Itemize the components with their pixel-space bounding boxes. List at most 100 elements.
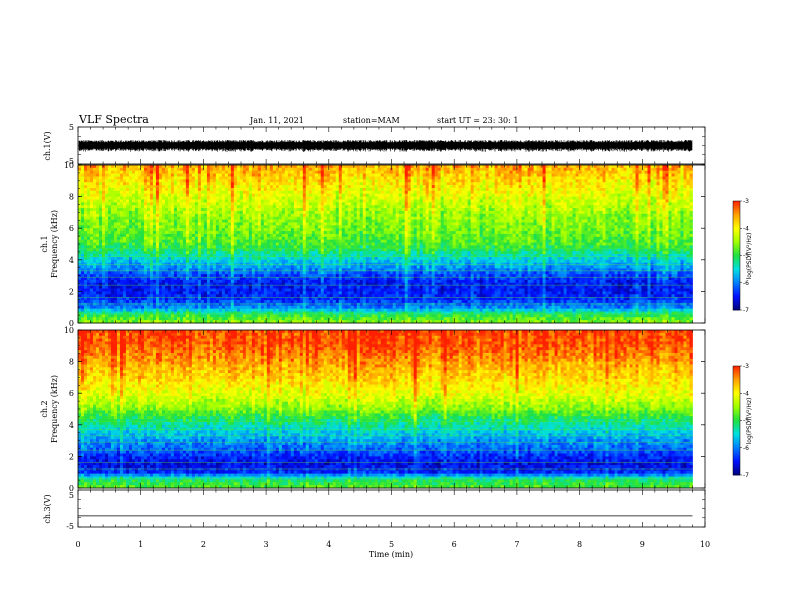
spectrogram-cell <box>456 171 459 174</box>
spectrogram-cell <box>300 214 303 217</box>
spectrogram-cell <box>627 228 630 231</box>
spectrogram-cell <box>405 205 408 208</box>
spectrogram-cell <box>597 211 600 214</box>
spectrogram-cell <box>108 179 111 182</box>
spectrogram-cell <box>219 171 222 174</box>
spectrogram-cell <box>630 214 633 217</box>
spectrogram-cell <box>456 231 459 234</box>
spectrogram-cell <box>450 202 453 205</box>
spectrogram-cell <box>156 182 159 185</box>
spectrogram-cell <box>231 205 234 208</box>
spectrogram-cell <box>594 197 597 200</box>
spectrogram-cell <box>438 228 441 231</box>
spectrogram-cell <box>126 222 129 225</box>
spectrogram-cell <box>585 185 588 188</box>
spectrogram-cell <box>633 222 636 225</box>
spectrogram-cell <box>426 182 429 185</box>
spectrogram-cell <box>384 199 387 202</box>
spectrogram-cell <box>447 228 450 231</box>
spectrogram-cell <box>387 211 390 214</box>
spectrogram-cell <box>471 197 474 200</box>
spectrogram-cell <box>375 176 378 179</box>
spectrogram-cell <box>153 231 156 234</box>
spectrogram-cell <box>270 185 273 188</box>
spectrogram-cell <box>570 220 573 223</box>
spectrogram-cell <box>111 197 114 200</box>
spectrogram-cell <box>237 171 240 174</box>
spectrogram-cell <box>534 197 537 200</box>
spectrogram-cell <box>659 217 662 220</box>
spectrogram-cell <box>195 199 198 202</box>
spectrogram-cell <box>651 191 654 194</box>
spectrogram-cell <box>662 194 665 197</box>
spectrogram-cell <box>489 188 492 191</box>
spectrogram-cell <box>399 188 402 191</box>
spectrogram-cell <box>651 231 654 234</box>
spectrogram-cell <box>528 228 531 231</box>
spectrogram-cell <box>276 222 279 225</box>
spectrogram-cell <box>126 220 129 223</box>
spectrogram-cell <box>621 225 624 228</box>
spectrogram-cell <box>420 191 423 194</box>
spectrogram-cell <box>630 176 633 179</box>
spectrogram-cell <box>318 182 321 185</box>
spectrogram-cell <box>510 220 513 223</box>
spectrogram-cell <box>399 220 402 223</box>
spectrogram-cell <box>441 199 444 202</box>
spectrogram-cell <box>285 168 288 171</box>
spectrogram-cell <box>279 179 282 182</box>
spectrogram-cell <box>210 197 213 200</box>
spectrogram-cell <box>207 202 210 205</box>
spectrogram-cell <box>447 222 450 225</box>
spectrogram-cell <box>132 197 135 200</box>
spectrogram-cell <box>108 211 111 214</box>
spectrogram-cell <box>555 228 558 231</box>
spectrogram-cell <box>516 165 519 168</box>
spectrogram-cell <box>552 202 555 205</box>
spectrogram-cell <box>342 217 345 220</box>
spectrogram-cell <box>285 228 288 231</box>
spectrogram-cell <box>336 214 339 217</box>
spectrogram-cell <box>612 199 615 202</box>
spectrogram-cell <box>689 217 692 220</box>
spectrogram-cell <box>318 165 321 168</box>
spectrogram-cell <box>483 191 486 194</box>
spectrogram-cell <box>303 205 306 208</box>
spectrogram-cell <box>477 208 480 211</box>
spectrogram-cell <box>432 222 435 225</box>
spectrogram-cell <box>528 202 531 205</box>
spectrogram-cell <box>441 171 444 174</box>
spectrogram-cell <box>288 197 291 200</box>
spectrogram-cell <box>321 211 324 214</box>
spectrogram-cell <box>102 222 105 225</box>
spectrogram-cell <box>680 211 683 214</box>
spectrogram-cell <box>465 199 468 202</box>
spectrogram-cell <box>261 179 264 182</box>
spectrogram-cell <box>668 179 671 182</box>
spectrogram-cell <box>653 188 656 191</box>
spectrogram-cell <box>468 231 471 234</box>
spectrogram-cell <box>674 228 677 231</box>
spectrogram-cell <box>375 222 378 225</box>
spectrogram-cell <box>686 194 689 197</box>
spectrogram-cell <box>549 171 552 174</box>
spectrogram-cell <box>689 174 692 177</box>
spectrogram-cell <box>570 217 573 220</box>
spectrogram-cell <box>522 217 525 220</box>
spectrogram-cell <box>645 174 648 177</box>
spectrogram-cell <box>348 199 351 202</box>
spectrogram-cell <box>303 214 306 217</box>
spectrogram-cell <box>192 188 195 191</box>
spectrogram-cell <box>651 171 654 174</box>
spectrogram-cell <box>668 220 671 223</box>
spectrogram-cell <box>537 188 540 191</box>
spectrogram-cell <box>279 182 282 185</box>
spectrogram-cell <box>435 188 438 191</box>
spectrogram-cell <box>417 191 420 194</box>
spectrogram-cell <box>198 168 201 171</box>
spectrogram-cell <box>432 208 435 211</box>
spectrogram-cell <box>441 211 444 214</box>
spectrogram-cell <box>267 197 270 200</box>
spectrogram-cell <box>665 197 668 200</box>
spectrogram-cell <box>264 182 267 185</box>
